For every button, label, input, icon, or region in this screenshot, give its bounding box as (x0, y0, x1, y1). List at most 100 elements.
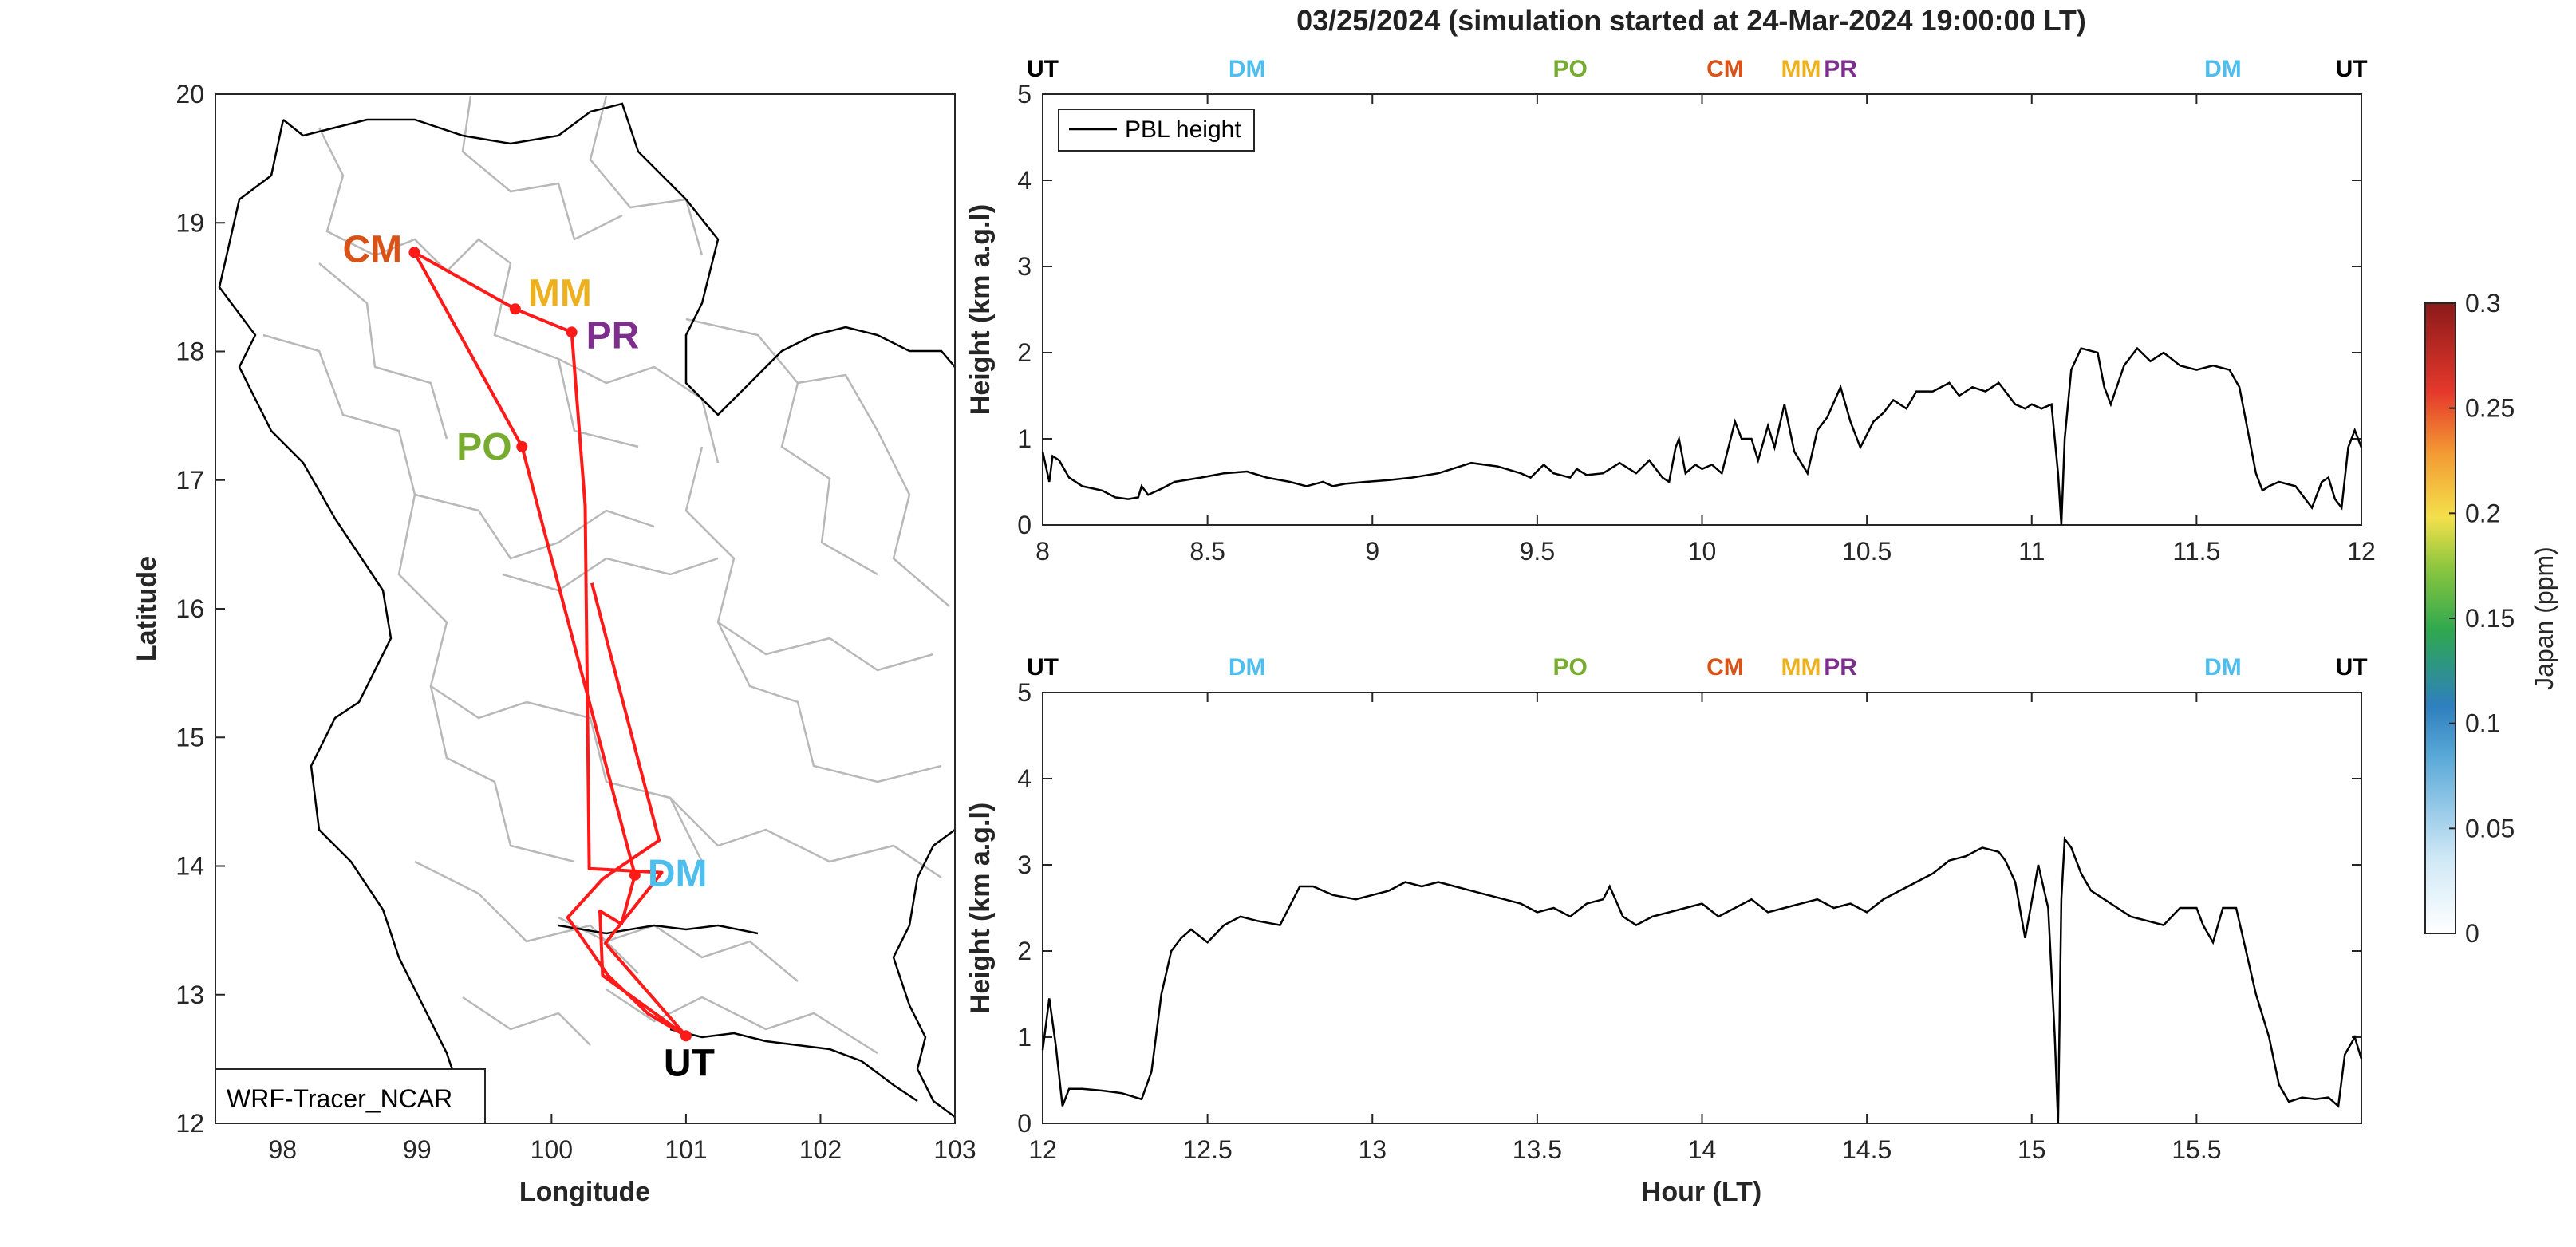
map-y-tick-label: 16 (176, 594, 204, 623)
model-label-box: WRF-Tracer_NCAR (215, 1068, 486, 1124)
route-layer (412, 251, 688, 1038)
map-y-tick-label: 18 (176, 337, 204, 366)
site-marker (516, 440, 528, 452)
figure-title: 03/25/2024 (simulation started at 24-Mar… (1296, 4, 2086, 37)
y-tick-label: 5 (1017, 80, 1032, 109)
map-y-tick-label: 19 (176, 208, 204, 237)
colorbar-tick-label: 0.3 (2465, 289, 2500, 318)
site-marker-ut: UT (2336, 56, 2368, 82)
x-tick-label: 13.5 (1513, 1135, 1562, 1164)
map-x-tick-label: 99 (403, 1135, 432, 1164)
bottom-axes (1042, 692, 2362, 1124)
x-tick-label: 9.5 (1520, 537, 1555, 566)
map-y-tick-label: 12 (176, 1109, 204, 1138)
top-axes (1042, 93, 2362, 526)
site-marker-dm: DM (2204, 654, 2242, 681)
x-tick-label: 9 (1365, 537, 1379, 566)
site-marker-pr: PR (1824, 654, 1857, 681)
legend: PBL height (1058, 109, 1255, 152)
legend-series-name: PBL height (1125, 116, 1241, 143)
y-tick-label: 3 (1017, 850, 1032, 879)
site-marker-po: PO (1553, 56, 1588, 82)
top-site-markers: UT DM PO CM MM PR DM UT (1027, 56, 2368, 82)
x-tick-label: 8 (1036, 537, 1050, 566)
map-y-ticks: 12 13 14 15 16 17 18 19 20 (176, 80, 225, 1138)
y-tick-label: 3 (1017, 252, 1032, 281)
colorbar-tick-label: 0 (2465, 919, 2479, 948)
site-marker (680, 1030, 692, 1042)
site-marker (566, 326, 578, 338)
bottom-ylabel: Height (km a.g.l) (965, 803, 996, 1013)
y-tick-label: 4 (1017, 166, 1032, 195)
map-x-ticks: 98 99 100 101 102 103 (268, 1114, 976, 1164)
site-marker (509, 303, 521, 315)
map-x-tick-label: 102 (799, 1135, 842, 1164)
colorbar-ticks: 0 0.05 0.1 0.15 0.2 0.25 0.3 (2449, 289, 2515, 948)
site-marker (629, 869, 641, 881)
map-x-tick-label: 98 (268, 1135, 297, 1164)
model-label: WRF-Tracer_NCAR (227, 1084, 452, 1113)
province-boundaries (262, 95, 950, 1055)
site-marker-mm: MM (1781, 56, 1821, 82)
y-tick-label: 0 (1017, 511, 1032, 539)
site-marker-pr: PR (1824, 56, 1857, 82)
site-marker-dm: DM (1229, 654, 1266, 681)
x-tick-label: 14.5 (1842, 1135, 1892, 1164)
site-label-mm: MM (528, 272, 592, 314)
x-tick-label: 8.5 (1189, 537, 1225, 566)
site-marker (408, 247, 420, 258)
map-y-tick-label: 20 (176, 80, 204, 109)
y-tick-label: 1 (1017, 424, 1032, 453)
site-label-pr: PR (586, 314, 640, 357)
colorbar: 0 0.05 0.1 0.15 0.2 0.25 0.3 Japan (ppm) (2424, 289, 2558, 948)
colorbar-tick-label: 0.2 (2465, 499, 2500, 527)
site-marker-po: PO (1553, 654, 1588, 681)
x-tick-label: 12.5 (1182, 1135, 1232, 1164)
map-y-tick-label: 14 (176, 852, 204, 881)
site-marker-dm: DM (2204, 56, 2242, 82)
bottom-site-markers: UT DM PO CM MM PR DM UT (1027, 654, 2368, 681)
x-tick-label: 15 (2018, 1135, 2046, 1164)
top-pbl-line (1041, 346, 2363, 526)
top-ylabel: Height (km a.g.l) (965, 204, 996, 415)
map-panel: 98 99 100 101 102 103 12 13 14 15 16 17 18 19 20 CM MM… (132, 80, 976, 1207)
colorbar-tick-label: 0.1 (2465, 709, 2500, 738)
map-boundaries (218, 95, 955, 1123)
bottom-xlabel: Hour (LT) (1642, 1177, 1761, 1207)
y-tick-label: 1 (1017, 1023, 1032, 1052)
map-y-tick-label: 13 (176, 981, 204, 1009)
site-marker-dm: DM (1229, 56, 1266, 82)
flight-route (412, 251, 688, 1038)
x-tick-label: 12 (1028, 1135, 1057, 1164)
colorbar-tick-label: 0.25 (2465, 394, 2515, 423)
y-tick-label: 4 (1017, 764, 1032, 793)
site-marker-ut: UT (1027, 654, 1059, 681)
map-x-tick-label: 101 (665, 1135, 707, 1164)
y-tick-label: 0 (1017, 1109, 1032, 1138)
site-label-ut: UT (664, 1042, 715, 1084)
x-tick-label: 12 (2347, 537, 2376, 566)
colorbar-tick-label: 0.15 (2465, 604, 2515, 633)
site-marker-cm: CM (1706, 56, 1744, 82)
map-ylabel: Latitude (132, 556, 162, 661)
x-tick-label: 10 (1688, 537, 1717, 566)
map-xlabel: Longitude (519, 1177, 650, 1207)
site-marker-cm: CM (1706, 654, 1744, 681)
map-y-tick-label: 17 (176, 466, 204, 495)
x-tick-label: 11.5 (2172, 537, 2220, 566)
country-boundary (218, 102, 955, 1123)
x-tick-label: 13 (1358, 1135, 1387, 1164)
y-tick-label: 5 (1017, 678, 1032, 707)
site-marker-ut: UT (2336, 654, 2368, 681)
x-tick-label: 14 (1688, 1135, 1717, 1164)
x-tick-label: 15.5 (2172, 1135, 2221, 1164)
site-label-cm: CM (342, 228, 402, 270)
y-tick-label: 2 (1017, 937, 1032, 965)
map-x-tick-label: 103 (933, 1135, 976, 1164)
